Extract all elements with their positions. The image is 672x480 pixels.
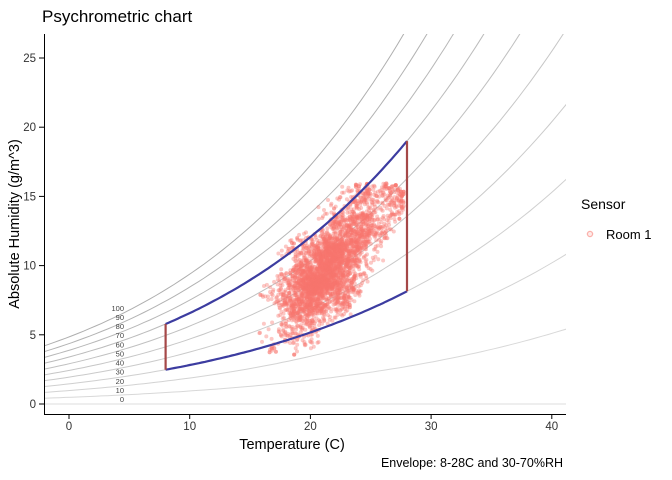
axis-lines	[44, 34, 566, 415]
y-tick-label-25: 25	[23, 53, 36, 65]
comfort-envelope	[164, 140, 409, 371]
rh-curve-label-10: 10	[116, 386, 124, 395]
rh-curve-40	[44, 103, 566, 382]
rh-curve-label-0: 0	[120, 395, 124, 404]
scatter-points-room-1	[257, 181, 406, 357]
rh-curve-label-60: 60	[116, 340, 124, 349]
x-tick-label-30: 30	[425, 421, 438, 433]
x-tick-label-0: 0	[66, 421, 72, 433]
y-tick-label-0: 0	[30, 399, 36, 411]
x-tick-label-10: 10	[183, 421, 196, 433]
y-tick-label-15: 15	[23, 191, 36, 203]
legend: Sensor Room 1	[581, 196, 652, 243]
rh-curve-label-90: 90	[116, 313, 124, 322]
point-key-icon	[586, 230, 594, 238]
rh-curve-20	[44, 253, 566, 393]
rh-curves	[44, 34, 566, 405]
rh-curve-label-70: 70	[116, 331, 124, 340]
rh-curve-60	[44, 34, 521, 370]
rh-curve-label-40: 40	[116, 359, 124, 368]
legend-item-label: Room 1	[606, 226, 652, 242]
y-tick-label-10: 10	[23, 261, 36, 273]
x-tick-label-20: 20	[304, 421, 317, 433]
envelope-caption: Envelope: 8-28C and 30-70%RH	[380, 456, 563, 470]
rh-curve-10	[44, 328, 566, 399]
rh-curve-80	[44, 34, 454, 358]
chart-title: Psychrometric chart	[42, 7, 193, 26]
rh-curve-100	[44, 34, 405, 347]
rh-curve-label-80: 80	[116, 322, 124, 331]
rh-curve-label-30: 30	[116, 368, 124, 377]
legend-item-room-1: Room 1	[581, 225, 652, 243]
rh-curve-90	[44, 34, 428, 353]
x-axis-title: Temperature (C)	[239, 437, 345, 453]
legend-title: Sensor	[581, 196, 626, 212]
x-tick-label-40: 40	[545, 421, 558, 433]
y-tick-label-5: 5	[30, 330, 36, 342]
rh-curve-label-50: 50	[116, 349, 124, 358]
rh-curve-label-20: 20	[116, 377, 124, 386]
y-axis-title: Absolute Humidity (g/m^3)	[7, 139, 23, 309]
envelope-rh-min-edge	[165, 290, 408, 371]
rh-curve-50	[44, 34, 564, 376]
rh-curve-label-100: 100	[111, 304, 124, 313]
envelope-rh-max-edge	[165, 140, 408, 326]
y-tick-label-20: 20	[23, 122, 36, 134]
